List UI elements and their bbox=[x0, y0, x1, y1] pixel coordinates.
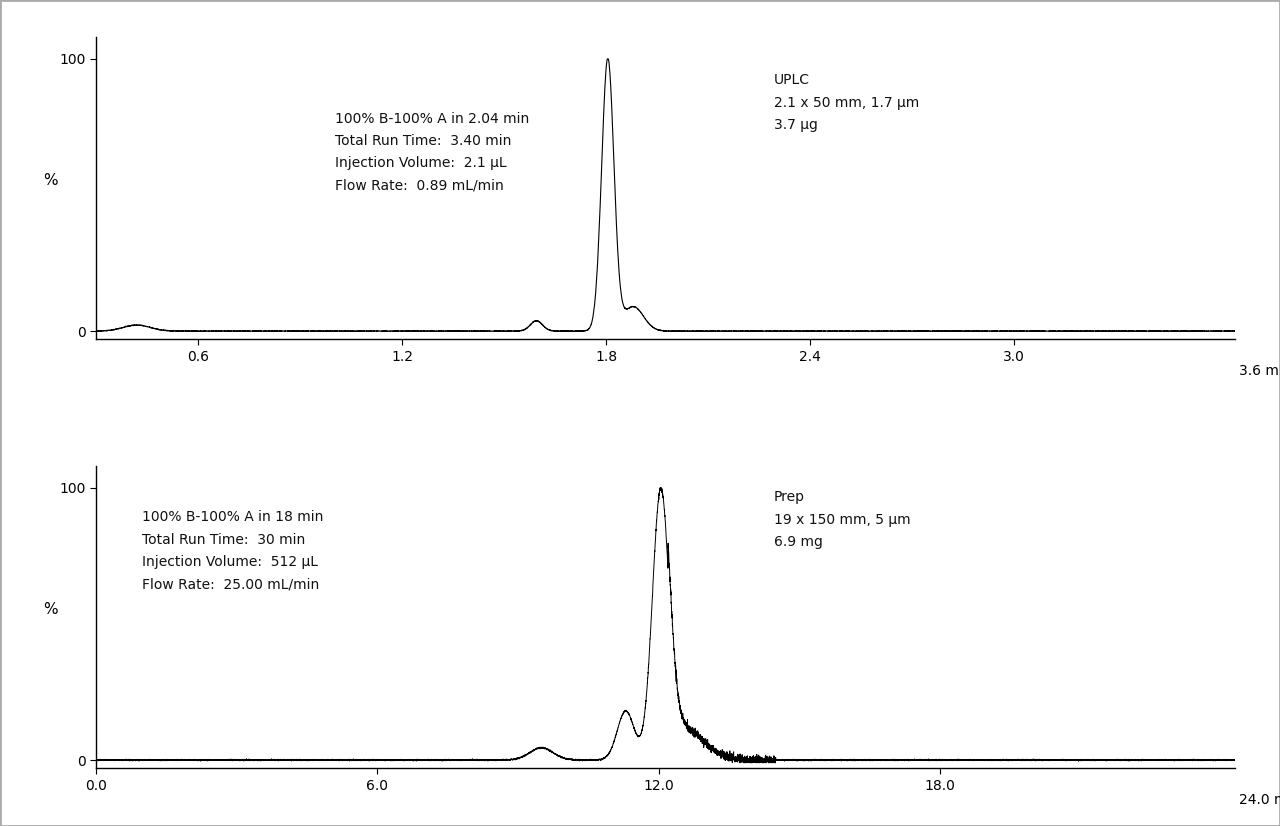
Text: 100% B-100% A in 18 min
Total Run Time:  30 min
Injection Volume:  512 μL
Flow R: 100% B-100% A in 18 min Total Run Time: … bbox=[142, 510, 323, 591]
Y-axis label: %: % bbox=[44, 602, 58, 617]
Text: UPLC
2.1 x 50 mm, 1.7 μm
3.7 μg: UPLC 2.1 x 50 mm, 1.7 μm 3.7 μg bbox=[774, 74, 919, 132]
Text: 100% B-100% A in 2.04 min
Total Run Time:  3.40 min
Injection Volume:  2.1 μL
Fl: 100% B-100% A in 2.04 min Total Run Time… bbox=[335, 112, 530, 192]
Text: 3.6 min: 3.6 min bbox=[1239, 364, 1280, 378]
Y-axis label: %: % bbox=[44, 173, 58, 188]
Text: 24.0 min: 24.0 min bbox=[1239, 793, 1280, 807]
Text: Prep
19 x 150 mm, 5 μm
6.9 mg: Prep 19 x 150 mm, 5 μm 6.9 mg bbox=[774, 491, 910, 548]
